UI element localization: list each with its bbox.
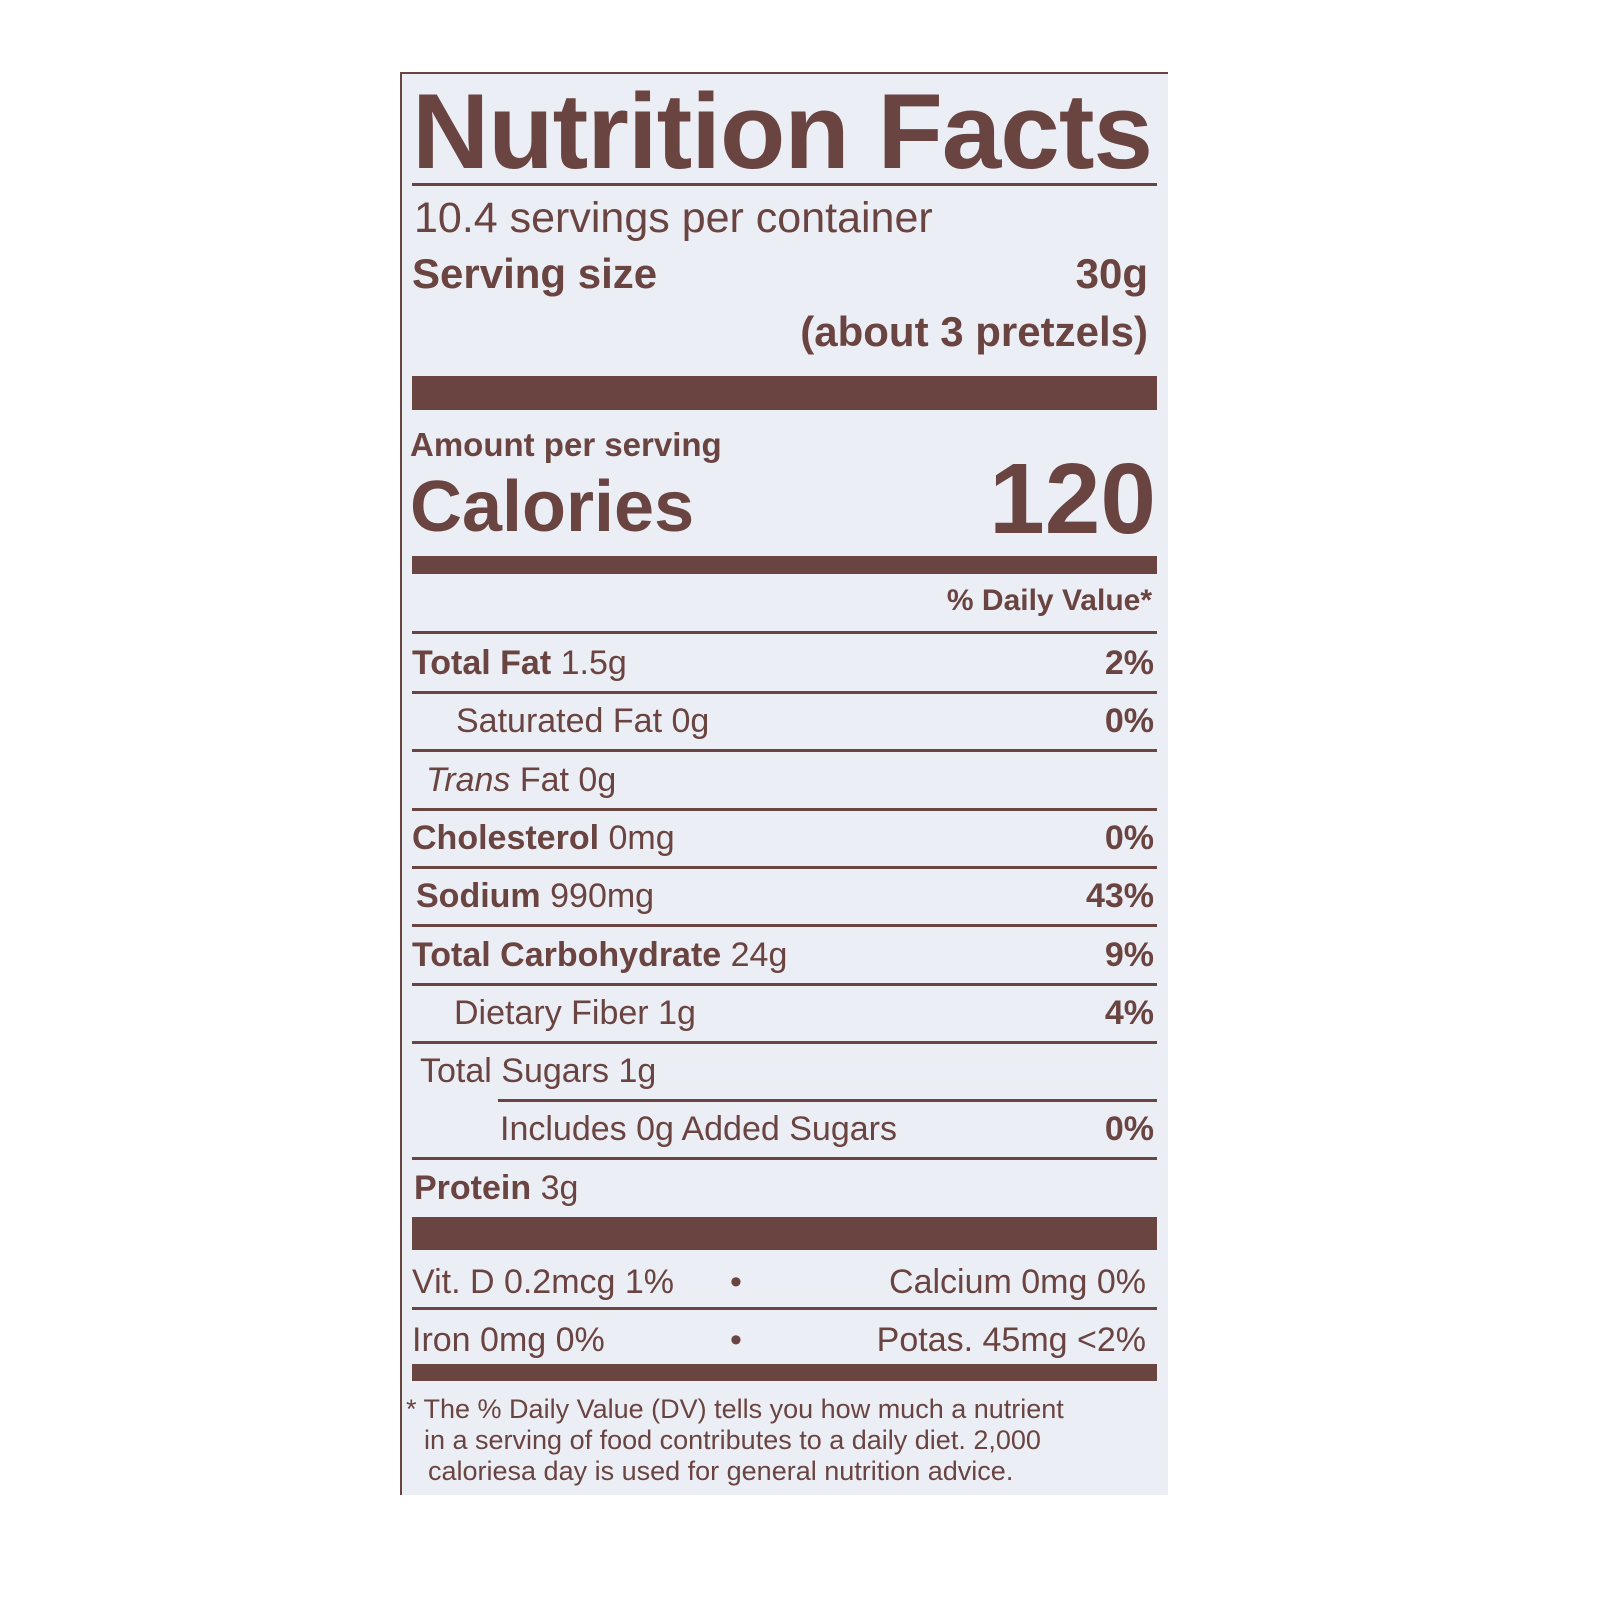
nutrient-amount: 1.5g [560,644,627,682]
nutrient-row: Total Sugars 1g [412,1042,1154,1100]
vitamin-row: Vit. D 0.2mcg 1% • Calcium 0mg 0% [412,1253,1154,1311]
serving-size-label: Serving size [412,250,658,297]
nutrient-amount: 0g [578,760,617,799]
calcium: Calcium 0mg 0% [889,1263,1146,1301]
nutrient-daily-value: 9% [1104,935,1154,974]
divider [412,183,1157,186]
nutrient-row: Includes 0g Added Sugars 0% [412,1100,1154,1158]
footnote: * The % Daily Value (DV) tells you how m… [406,1394,1064,1487]
nutrient-daily-value: 0% [1104,818,1154,857]
bullet: • [730,1321,742,1359]
nutrient-label: Saturated Fat 0g [456,692,709,750]
nutrient-name: Dietary Fiber [454,993,649,1032]
nutrient-daily-value: 0% [1104,1110,1154,1149]
divider [412,807,1157,811]
nutrient-row: Total Carbohydrate 24g 9% [412,926,1154,984]
divider [412,749,1157,753]
calories-value: 120 [989,443,1156,555]
divider [412,691,1157,694]
nutrient-label: Total Fat 1.5g [412,634,627,692]
nutrient-row: Trans Fat 0g [412,751,1154,809]
nutrient-label: Total Carbohydrate 24g [412,926,787,984]
nutrient-amount: 3g [540,1168,579,1207]
serving-size-value: 30g [1075,250,1148,297]
nutrition-facts-label: Nutrition Facts 10.4 servings per contai… [400,72,1168,1495]
footnote-line: * The % Daily Value (DV) tells you how m… [406,1394,1064,1424]
nutrient-label: Trans Fat 0g [426,751,616,809]
servings-per-container: 10.4 servings per container [414,194,933,242]
thick-divider [412,376,1157,410]
serving-size-note: (about 3 pretzels) [800,308,1148,355]
divider [412,631,1157,634]
nutrient-amount: 1g [658,993,696,1032]
footnote-line: caloriesa day is used for general nutrit… [428,1456,1014,1486]
nutrient-amount: 1g [618,1052,657,1091]
divider [412,865,1157,869]
nutrient-name: Includes 0g Added Sugars [500,1110,897,1149]
nutrient-label: Total Sugars 1g [420,1042,656,1100]
amount-per-serving: Amount per serving [410,426,722,463]
nutrient-label: Sodium 990mg [416,867,654,925]
daily-value-header: % Daily Value* [946,584,1152,617]
nutrient-daily-value: 4% [1104,993,1154,1032]
calories-label: Calories [410,467,695,547]
nutrient-row: Dietary Fiber 1g 4% [412,984,1154,1042]
nutrient-name: Cholesterol [412,818,600,857]
potassium: Potas. 45mg <2% [876,1321,1146,1359]
nutrient-daily-value: 2% [1104,644,1154,682]
nutrient-row: Sodium 990mg 43% [412,867,1154,925]
nutrient-label: Protein 3g [414,1159,578,1217]
nutrient-name: Total Fat [412,644,552,682]
nutrient-amount: 0g [671,702,710,741]
nutrient-amount: 24g [730,935,788,974]
medium-divider [412,1364,1157,1381]
nutrient-name: Protein [414,1168,532,1207]
nutrient-name: Total Carbohydrate [412,935,722,974]
vitamin-d: Vit. D 0.2mcg 1% [412,1263,675,1301]
thick-divider [412,1217,1157,1250]
divider [412,1040,1157,1044]
divider [412,982,1157,986]
nutrient-name: Sodium [416,877,541,916]
footnote-line: in a serving of food contributes to a da… [424,1425,1041,1455]
nutrient-row: Saturated Fat 0g 0% [412,692,1154,750]
divider [412,924,1157,928]
label-title: Nutrition Facts [412,71,1153,191]
nutrient-row: Total Fat 1.5g 2% [412,634,1154,692]
nutrient-label: Cholesterol 0mg [412,809,675,867]
nutrient-amount: 990mg [550,877,655,916]
iron: Iron 0mg 0% [412,1321,605,1359]
nutrient-row: Cholesterol 0mg 0% [412,809,1154,867]
vitamin-row: Iron 0mg 0% • Potas. 45mg <2% [412,1311,1154,1369]
nutrient-label: Includes 0g Added Sugars [500,1100,897,1158]
nutrient-name: Trans [426,760,511,799]
nutrient-name: Saturated Fat [456,702,663,741]
nutrient-daily-value: 0% [1104,702,1154,741]
medium-divider [412,556,1157,574]
nutrient-amount: 0mg [608,818,675,857]
nutrient-name: Total Sugars [420,1052,609,1091]
nutrient-row: Protein 3g [412,1159,1154,1217]
nutrient-label: Dietary Fiber 1g [454,984,696,1042]
divider [412,1307,1157,1310]
nutrient-name-rest: Fat [519,760,569,799]
divider [498,1099,1157,1103]
nutrient-daily-value: 43% [1085,877,1154,916]
divider [412,1157,1157,1161]
bullet: • [730,1263,742,1301]
